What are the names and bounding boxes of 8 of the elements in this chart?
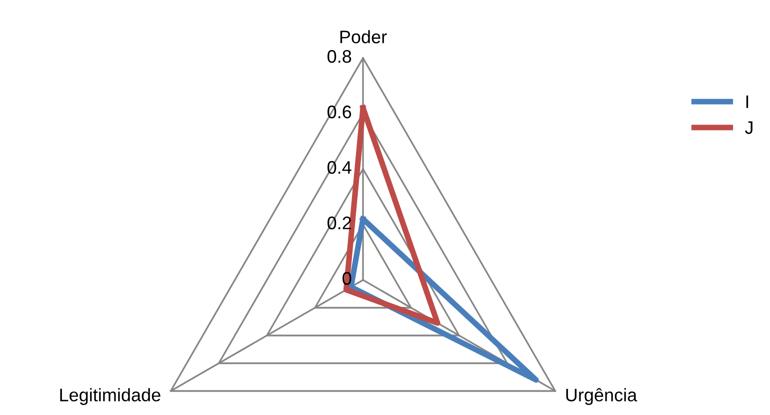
spoke-label: Legitimidade	[60, 388, 160, 405]
y-tick-label: 0.6	[328, 106, 352, 118]
legend-label: I	[746, 96, 748, 108]
y-tick-label: 0.8	[328, 50, 352, 63]
legend-label: J	[745, 121, 752, 134]
spoke-label: Urgência	[566, 388, 638, 405]
y-tick-label: 0.4	[328, 161, 352, 174]
spoke-label: Poder	[340, 30, 387, 44]
